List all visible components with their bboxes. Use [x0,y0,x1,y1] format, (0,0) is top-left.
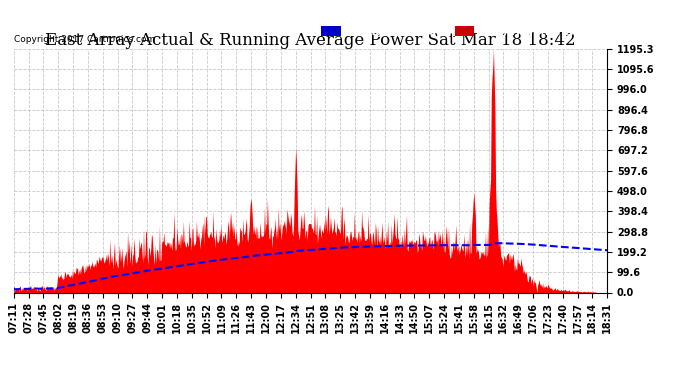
Title: East Array Actual & Running Average Power Sat Mar 18 18:42: East Array Actual & Running Average Powe… [45,32,576,49]
Legend: Average  (DC Watts), East Array  (DC Watts): Average (DC Watts), East Array (DC Watts… [319,24,602,39]
Text: Copyright 2017 Cartronics.com: Copyright 2017 Cartronics.com [14,35,155,44]
